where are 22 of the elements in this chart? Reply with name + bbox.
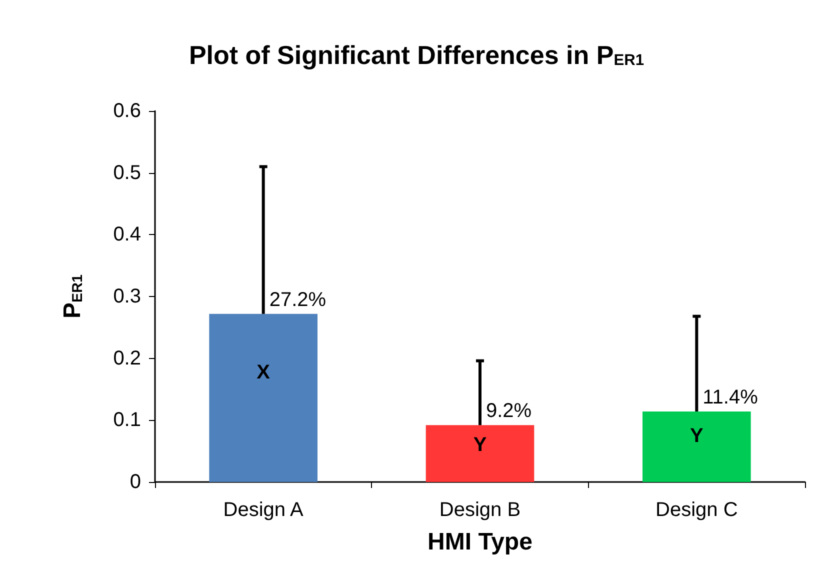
data-label: 27.2% [269, 288, 326, 311]
y-tick-label: 0.2 [113, 347, 141, 370]
bar [209, 314, 318, 482]
x-axis-title: HMI Type [428, 528, 532, 556]
data-label: 11.4% [702, 386, 758, 409]
y-tick-label: 0.1 [113, 409, 141, 432]
y-tick-label: 0 [130, 471, 141, 493]
y-axis-title: PER1 [59, 274, 86, 319]
y-tick-label: 0.5 [113, 162, 141, 184]
x-tick-label: Design C [656, 499, 738, 521]
y-tick-label: 0.6 [113, 100, 141, 122]
x-tick-label: Design B [439, 499, 521, 521]
x-tick-label: Design A [223, 499, 304, 521]
chart-title: Plot of Significant Differences in PER1 [188, 40, 644, 70]
y-tick-label: 0.3 [113, 286, 141, 308]
bar [642, 412, 751, 482]
annotation: X [256, 362, 271, 384]
annotation: Y [690, 425, 704, 448]
y-tick-label: 0.4 [113, 224, 141, 246]
data-label: 9.2% [486, 400, 532, 422]
bar [426, 425, 534, 482]
annotation: Y [473, 434, 488, 456]
